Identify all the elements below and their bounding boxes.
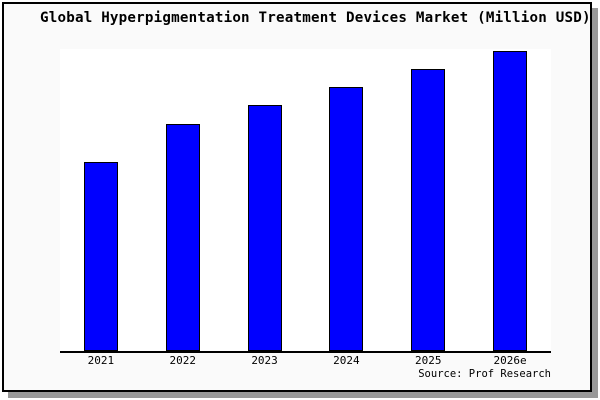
bar-2021	[83, 162, 118, 351]
x-axis-labels: 2021 2022 2023 2024 2025 2026e	[60, 354, 551, 367]
bar-2024	[329, 87, 364, 351]
bar-2022	[165, 124, 200, 351]
bar-2023	[247, 105, 282, 351]
source-credit: Source: Prof Research	[418, 368, 551, 380]
x-tick-label-2022: 2022	[169, 354, 196, 367]
bar-2025	[411, 69, 446, 351]
plot-area	[60, 49, 551, 353]
bar-2026e	[493, 51, 528, 351]
x-tick-label-2021: 2021	[87, 354, 115, 367]
x-tick-label-2023: 2023	[251, 354, 278, 367]
chart-title: Global Hyperpigmentation Treatment Devic…	[40, 10, 591, 26]
chart-frame: Global Hyperpigmentation Treatment Devic…	[2, 2, 592, 392]
x-tick-label-2025: 2025	[414, 354, 442, 367]
bar-chart: 2021 2022 2023 2024 2025 2026e	[60, 49, 551, 367]
x-tick-label-2026e: 2026e	[493, 354, 527, 367]
x-tick-label-2024: 2024	[333, 354, 360, 367]
